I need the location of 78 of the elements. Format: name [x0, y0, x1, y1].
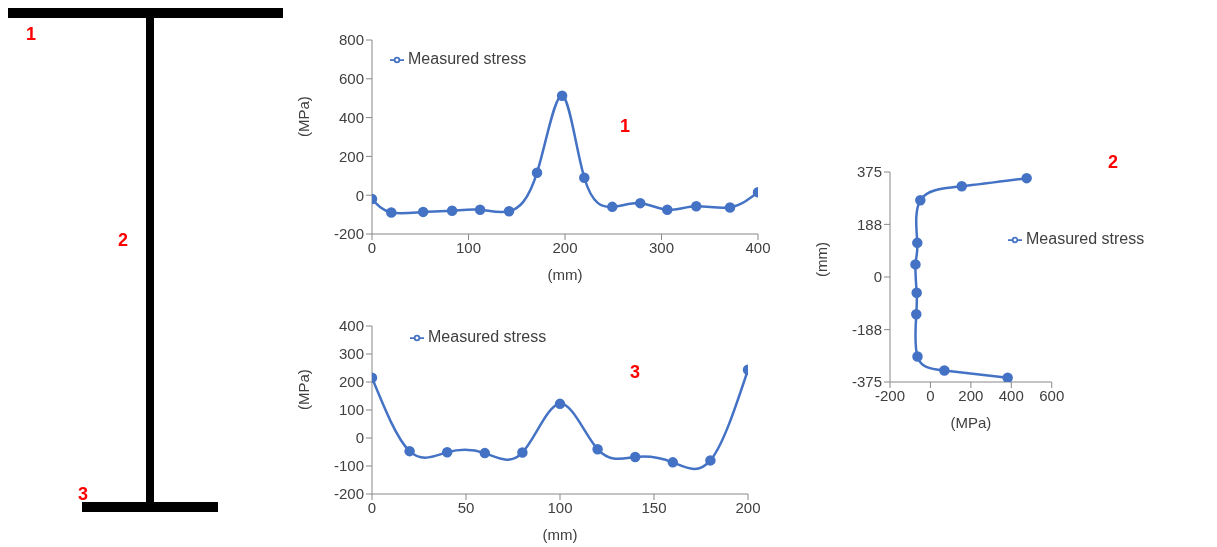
- x-tick-label: 200: [958, 386, 984, 404]
- y-tick-label: 300: [338, 345, 364, 363]
- point: [724, 202, 736, 213]
- point: [705, 455, 716, 466]
- x-tick-label: 0: [367, 238, 377, 256]
- y-tick-label: 0: [355, 186, 364, 204]
- y-axis-title: (MPa): [295, 369, 313, 410]
- legend-label: Measured stress: [1026, 230, 1145, 247]
- point: [446, 205, 458, 216]
- point: [911, 287, 922, 298]
- annotation: 3: [630, 362, 641, 383]
- point: [629, 451, 641, 463]
- x-axis-title: (mm): [547, 266, 583, 283]
- y-tick-label: 800: [338, 31, 364, 49]
- point: [503, 206, 515, 217]
- legend-label: Measured stress: [428, 328, 547, 345]
- y-tick-label: 400: [338, 317, 364, 335]
- point: [474, 204, 486, 215]
- point: [1002, 372, 1013, 382]
- point: [592, 443, 603, 455]
- point: [386, 207, 397, 218]
- y-tick-label: 0: [873, 268, 882, 286]
- x-tick-label: 0: [367, 498, 377, 516]
- point: [956, 181, 968, 192]
- annotation: 1: [620, 116, 631, 137]
- point: [607, 201, 618, 213]
- x-tick-label: 0: [926, 386, 935, 404]
- text: 2: [118, 230, 129, 251]
- point: [912, 351, 923, 362]
- y-axis-title: (MPa): [295, 96, 313, 137]
- x-tick-label: 200: [552, 238, 578, 256]
- point: [556, 90, 568, 101]
- y-tick-label: 400: [338, 108, 364, 126]
- y-tick-label: 200: [338, 373, 364, 391]
- y-tick-label: 100: [338, 401, 364, 419]
- point: [479, 447, 491, 459]
- point: [910, 259, 921, 270]
- point: [915, 195, 926, 206]
- legend-label: Measured stress: [408, 50, 527, 67]
- y-tick-label: 375: [856, 163, 882, 181]
- point: [667, 457, 679, 468]
- point: [441, 447, 453, 458]
- x-tick-label: 50: [457, 498, 475, 516]
- y-axis-title: (mm): [813, 242, 831, 277]
- y-tick-label: -200: [333, 485, 364, 503]
- text: 2: [1108, 152, 1119, 173]
- point: [939, 365, 950, 376]
- text: 1: [26, 24, 37, 45]
- point: [1021, 172, 1032, 184]
- y-tick-label: 188: [856, 215, 882, 233]
- point: [635, 197, 646, 209]
- point: [690, 201, 702, 212]
- point: [579, 172, 590, 183]
- y-tick-label: -200: [333, 225, 364, 243]
- y-tick-label: -100: [333, 457, 364, 475]
- point: [404, 445, 415, 457]
- x-tick-label: 100: [547, 498, 573, 516]
- x-tick-label: 150: [641, 498, 667, 516]
- text: 3: [78, 484, 89, 505]
- y-tick-label: 200: [338, 147, 364, 165]
- y-tick-label: -188: [851, 320, 882, 338]
- point: [662, 204, 673, 215]
- y-tick-label: 600: [338, 70, 364, 88]
- x-axis-title: (mm): [542, 526, 578, 543]
- point: [517, 447, 528, 458]
- x-tick-label: 400: [745, 238, 771, 256]
- point: [531, 167, 543, 178]
- y-tick-label: 0: [355, 429, 364, 447]
- x-tick-label: 100: [455, 238, 482, 256]
- point: [912, 237, 923, 249]
- point: [911, 308, 922, 320]
- x-tick-label: 200: [735, 498, 761, 516]
- x-tick-label: 400: [998, 386, 1024, 404]
- point: [417, 206, 429, 218]
- x-tick-label: 300: [648, 238, 675, 256]
- point: [554, 398, 566, 410]
- x-axis-title: (MPa): [950, 414, 992, 431]
- x-tick-label: 600: [1039, 386, 1065, 404]
